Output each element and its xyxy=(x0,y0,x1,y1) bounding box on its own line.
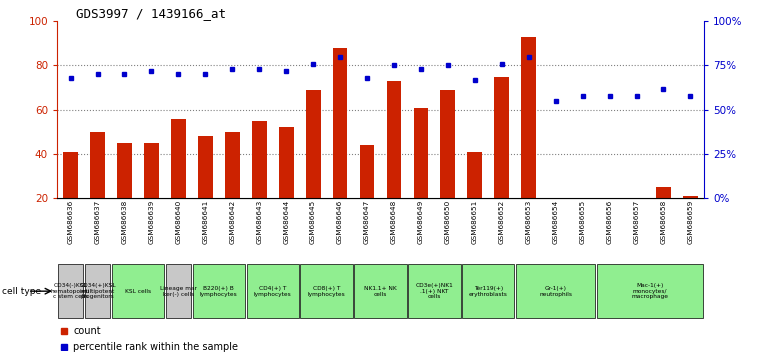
Text: GSM686658: GSM686658 xyxy=(661,200,667,244)
Bar xyxy=(656,187,671,198)
Text: GSM686648: GSM686648 xyxy=(391,200,397,244)
Bar xyxy=(408,264,460,318)
Bar xyxy=(193,264,245,318)
Bar xyxy=(144,143,159,198)
Text: GSM686657: GSM686657 xyxy=(634,200,639,244)
Text: Ter119(+)
erythroblasts: Ter119(+) erythroblasts xyxy=(469,286,508,297)
Text: B220(+) B
lymphocytes: B220(+) B lymphocytes xyxy=(200,286,237,297)
Text: GSM686642: GSM686642 xyxy=(229,200,235,244)
Text: GDS3997 / 1439166_at: GDS3997 / 1439166_at xyxy=(76,7,227,20)
Text: CD8(+) T
lymphocytes: CD8(+) T lymphocytes xyxy=(307,286,345,297)
Bar xyxy=(333,48,348,198)
Bar xyxy=(198,136,213,198)
Bar xyxy=(467,152,482,198)
Text: percentile rank within the sample: percentile rank within the sample xyxy=(73,342,238,352)
Text: GSM686636: GSM686636 xyxy=(68,200,74,244)
Bar xyxy=(462,264,514,318)
Bar xyxy=(171,119,186,198)
Text: GSM686654: GSM686654 xyxy=(552,200,559,244)
Bar xyxy=(355,264,406,318)
Text: GSM686638: GSM686638 xyxy=(122,200,127,244)
Text: GSM686651: GSM686651 xyxy=(472,200,478,244)
Bar xyxy=(112,264,164,318)
Bar xyxy=(84,264,110,318)
Text: GSM686656: GSM686656 xyxy=(607,200,613,244)
Text: Mac-1(+)
monocytes/
macrophage: Mac-1(+) monocytes/ macrophage xyxy=(632,283,668,299)
Text: cell type: cell type xyxy=(2,287,40,296)
Text: GSM686647: GSM686647 xyxy=(364,200,370,244)
Text: GSM686646: GSM686646 xyxy=(337,200,343,244)
Bar xyxy=(516,264,595,318)
Bar xyxy=(58,264,83,318)
Text: GSM686653: GSM686653 xyxy=(526,200,532,244)
Text: GSM686649: GSM686649 xyxy=(418,200,424,244)
Bar xyxy=(301,264,353,318)
Bar xyxy=(387,81,401,198)
Text: CD34(+)KSL
multipotent
progenitors: CD34(+)KSL multipotent progenitors xyxy=(79,283,116,299)
Text: GSM686645: GSM686645 xyxy=(310,200,316,244)
Bar xyxy=(279,127,294,198)
Bar xyxy=(247,264,299,318)
Bar xyxy=(117,143,132,198)
Text: GSM686644: GSM686644 xyxy=(283,200,289,244)
Text: GSM686655: GSM686655 xyxy=(580,200,586,244)
Text: CD34(-)KSL
hematopoieti
c stem cells: CD34(-)KSL hematopoieti c stem cells xyxy=(51,283,90,299)
Text: CD3e(+)NK1
.1(+) NKT
cells: CD3e(+)NK1 .1(+) NKT cells xyxy=(416,283,454,299)
Text: Gr-1(+)
neutrophils: Gr-1(+) neutrophils xyxy=(540,286,572,297)
Text: GSM686637: GSM686637 xyxy=(94,200,100,244)
Bar xyxy=(597,264,703,318)
Text: CD4(+) T
lymphocytes: CD4(+) T lymphocytes xyxy=(254,286,291,297)
Bar xyxy=(90,132,105,198)
Bar xyxy=(413,108,428,198)
Bar xyxy=(441,90,455,198)
Text: GSM686650: GSM686650 xyxy=(445,200,451,244)
Text: GSM686659: GSM686659 xyxy=(687,200,693,244)
Text: Lineage mar
ker(-) cells: Lineage mar ker(-) cells xyxy=(160,286,197,297)
Text: GSM686643: GSM686643 xyxy=(256,200,263,244)
Bar xyxy=(306,90,320,198)
Text: GSM686652: GSM686652 xyxy=(498,200,505,244)
Bar xyxy=(521,37,537,198)
Bar xyxy=(360,145,374,198)
Bar xyxy=(224,132,240,198)
Bar xyxy=(683,196,698,198)
Text: GSM686641: GSM686641 xyxy=(202,200,209,244)
Text: KSL cells: KSL cells xyxy=(125,289,151,294)
Bar xyxy=(252,121,266,198)
Text: GSM686640: GSM686640 xyxy=(175,200,181,244)
Bar xyxy=(495,76,509,198)
Bar xyxy=(63,152,78,198)
Bar xyxy=(166,264,191,318)
Text: count: count xyxy=(73,326,101,336)
Text: GSM686639: GSM686639 xyxy=(148,200,154,244)
Text: NK1.1+ NK
cells: NK1.1+ NK cells xyxy=(364,286,397,297)
